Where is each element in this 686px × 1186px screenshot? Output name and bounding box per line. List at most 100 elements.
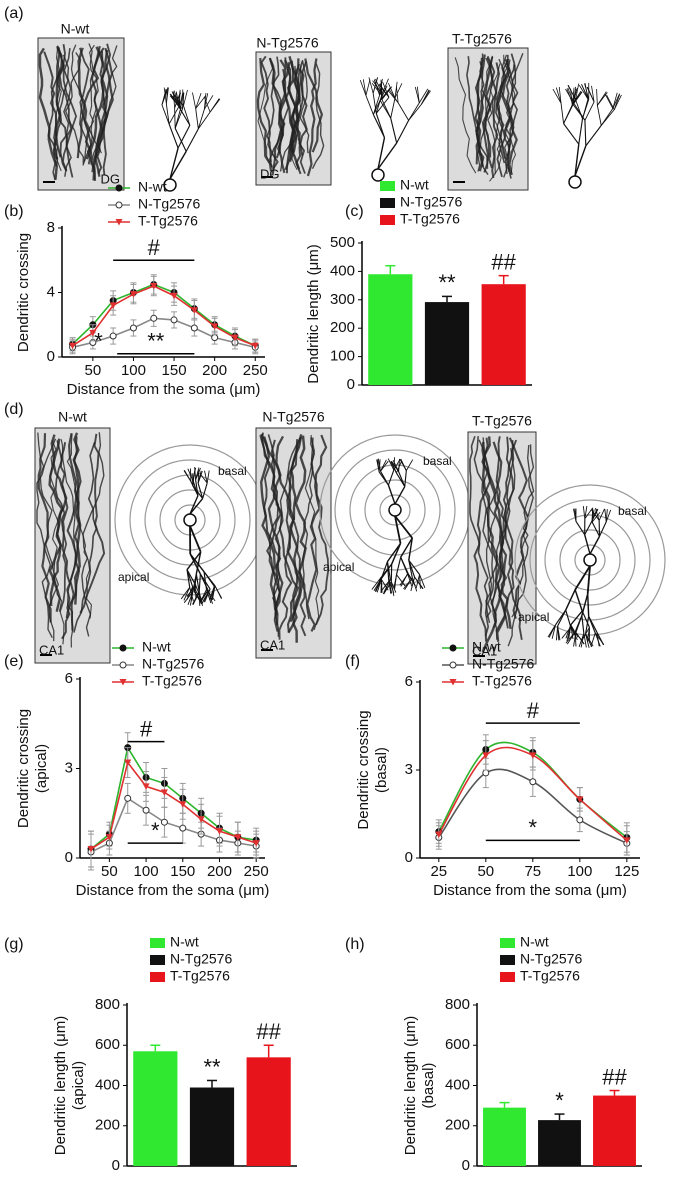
tracing-branch [390, 117, 398, 144]
tracing-branch [197, 483, 204, 499]
tracing-branch [396, 120, 410, 144]
tracing-branch [375, 78, 383, 94]
marker [576, 796, 584, 803]
tracing-branch [374, 79, 380, 96]
tracing-branch [214, 585, 222, 599]
tracing-branch [197, 111, 211, 130]
tracing-branch [585, 125, 602, 147]
panel-label: (f) [345, 653, 360, 670]
legend-swatch [150, 938, 165, 948]
tracing-branch [377, 142, 398, 170]
marker [150, 314, 158, 322]
tracing-branch [408, 559, 416, 578]
legend-marker [115, 219, 123, 226]
legend-label: N-Tg2576 [142, 656, 204, 672]
tracing-branch [391, 543, 402, 565]
tracing-branch [371, 577, 381, 590]
tracing-branch [400, 537, 413, 558]
tracing-branch [584, 508, 593, 519]
tracing-branch [209, 98, 220, 113]
dendrite [79, 47, 93, 165]
x-tick-label: 125 [614, 863, 639, 880]
image-title: T-Tg2576 [452, 31, 512, 47]
series-line [90, 797, 257, 853]
x-tick-label: 250 [243, 362, 268, 379]
tracing-branch [394, 574, 397, 589]
tracing-branch [407, 573, 413, 588]
tracing-branch [578, 118, 584, 145]
tracing-branch [563, 104, 573, 124]
tracing-branch [203, 588, 211, 603]
dendrite [476, 57, 492, 172]
tracing-branch [584, 83, 590, 100]
image-title: N-wt [61, 21, 90, 37]
x-tick-label: 200 [202, 362, 227, 379]
tracing-branch [591, 85, 595, 103]
tracing-branch [586, 593, 590, 617]
bar [424, 302, 470, 385]
sholl-ring [514, 484, 666, 636]
tracing-branch [563, 123, 580, 145]
y-tick-label: 300 [330, 291, 355, 308]
tracing-branch [388, 82, 396, 99]
tracing-branch [387, 469, 395, 486]
dendrite [267, 434, 281, 606]
dendrite [60, 442, 71, 640]
dendrite [48, 438, 64, 607]
x-tick-label: 50 [477, 863, 494, 880]
tracing-branch [169, 147, 179, 180]
y-axis-label: (apical) [33, 744, 50, 793]
marker [482, 752, 490, 759]
tracing-branch [572, 88, 578, 105]
tracing-branch [396, 86, 399, 103]
tracing-branch [183, 89, 188, 106]
tracing-branch [560, 103, 565, 124]
legend-marker [449, 679, 457, 686]
dendrite [507, 444, 535, 647]
panel-label: (c) [345, 203, 364, 220]
tracing-branch [581, 610, 590, 628]
image-title: N-Tg2576 [256, 35, 318, 51]
tracing-branch [204, 95, 214, 110]
tracing-label: apical [323, 560, 354, 574]
y-tick-label: 6 [405, 673, 413, 690]
legend-swatch [150, 955, 165, 965]
tracing-branch [397, 102, 410, 121]
panel-label: (a) [4, 5, 24, 22]
marker [170, 316, 178, 324]
legend-swatch [500, 938, 515, 948]
tracing-branch [588, 616, 598, 633]
dendrite [454, 57, 477, 174]
dendrite [57, 46, 78, 172]
tracing-branch [583, 534, 591, 555]
tracing-branch [189, 498, 204, 515]
legend-label: N-Tg2576 [472, 656, 534, 672]
dendrite [54, 440, 68, 612]
significance: * [94, 328, 103, 353]
legend-marker [449, 644, 457, 652]
series-line [72, 285, 256, 347]
region-label: CA1 [472, 643, 497, 658]
tracing-branch [189, 553, 202, 575]
tracing-branch [584, 101, 595, 121]
dendrite [256, 58, 273, 172]
y-axis-label: Dendritic crossing [15, 709, 32, 828]
tracing-branch [587, 627, 590, 642]
legend-label: T-Tg2576 [400, 211, 460, 227]
legend-label: N-Tg2576 [400, 194, 462, 210]
legend-label: T-Tg2576 [142, 673, 202, 689]
marker [105, 834, 113, 841]
tracing-branch [591, 521, 600, 537]
x-tick-label: 200 [207, 863, 232, 880]
sholl-ring [334, 449, 456, 571]
legend-label: N-wt [142, 639, 171, 655]
tracing-soma [568, 175, 582, 189]
x-axis-label: Distance from the soma (μm) [433, 882, 627, 899]
dendrite [500, 54, 517, 174]
legend-label: N-wt [520, 934, 549, 950]
tracing-branch [581, 615, 585, 634]
tracing-branch [186, 585, 197, 597]
tracing-branch [418, 88, 429, 104]
tracing-branch [387, 484, 396, 505]
dendrite [306, 58, 318, 177]
